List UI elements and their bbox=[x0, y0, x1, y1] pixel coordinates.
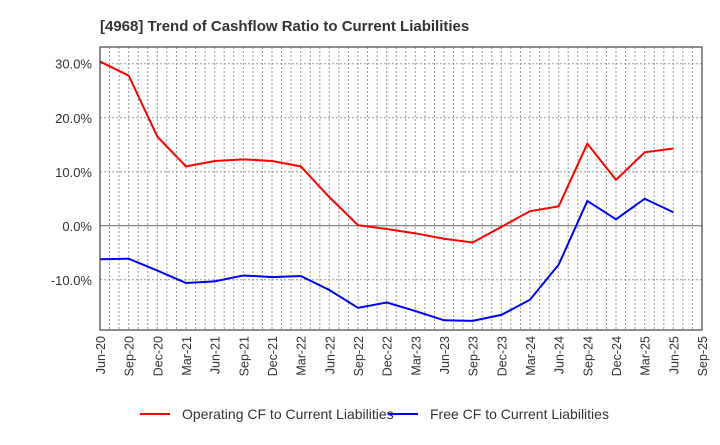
x-tick-label: Sep-23 bbox=[467, 336, 481, 376]
y-tick-label: 0.0% bbox=[62, 219, 92, 234]
x-tick-label: Dec-22 bbox=[381, 336, 395, 376]
y-tick-label: 20.0% bbox=[55, 111, 92, 126]
x-tick-label: Jun-22 bbox=[323, 336, 337, 374]
x-tick-label: Mar-24 bbox=[524, 336, 538, 376]
x-tick-label: Sep-21 bbox=[237, 336, 251, 376]
x-tick-label: Mar-25 bbox=[639, 336, 653, 376]
x-tick-label: Jun-25 bbox=[667, 336, 681, 374]
y-tick-label: 30.0% bbox=[55, 57, 92, 72]
series-line bbox=[99, 60, 674, 244]
x-tick-label: Sep-22 bbox=[352, 336, 366, 376]
x-tick-label: Sep-24 bbox=[581, 336, 595, 376]
x-tick-label: Mar-22 bbox=[295, 336, 309, 376]
x-tick-label: Jun-21 bbox=[209, 336, 223, 374]
x-tick-label: Dec-20 bbox=[151, 336, 165, 376]
y-tick-label: 10.0% bbox=[55, 165, 92, 180]
x-tick-label: Jun-20 bbox=[94, 336, 108, 374]
x-tick-label: Sep-25 bbox=[696, 336, 710, 376]
plot-frame bbox=[99, 46, 703, 331]
x-tick-label: Jun-23 bbox=[438, 336, 452, 374]
x-tick-label: Dec-21 bbox=[266, 336, 280, 376]
x-tick-label: Mar-23 bbox=[409, 336, 423, 376]
legend-label: Operating CF to Current Liabilities bbox=[182, 406, 394, 422]
x-tick-label: Mar-21 bbox=[180, 336, 194, 376]
x-tick-label: Dec-23 bbox=[495, 336, 509, 376]
series-line bbox=[99, 197, 674, 322]
x-tick-label: Jun-24 bbox=[553, 336, 567, 374]
x-tick-label: Sep-20 bbox=[123, 336, 137, 376]
y-tick-label: -10.0% bbox=[51, 273, 93, 288]
chart-title: [4968] Trend of Cashflow Ratio to Curren… bbox=[100, 18, 469, 35]
legend-label: Free CF to Current Liabilities bbox=[430, 406, 609, 422]
x-tick-label: Dec-24 bbox=[610, 336, 624, 376]
